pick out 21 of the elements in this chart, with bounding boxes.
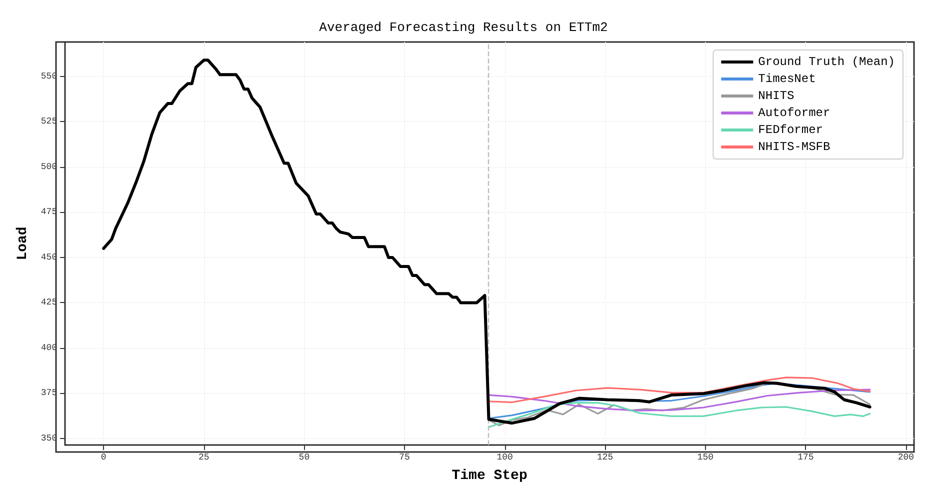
x-tick-label: 125	[596, 452, 614, 462]
chart-title: Averaged Forecasting Results on ETTm2	[319, 20, 608, 35]
line-series	[488, 388, 871, 412]
legend-label: Autoformer	[758, 106, 830, 120]
y-axis-title: Load	[15, 226, 31, 260]
x-axis-title: Time Step	[452, 468, 528, 484]
line-series	[488, 402, 871, 428]
x-tick-label: 175	[798, 452, 814, 462]
x-tick-label: 75	[399, 452, 410, 462]
x-tick-label: 0	[100, 452, 106, 462]
line-series	[488, 376, 871, 404]
legend-label: TimesNet	[758, 72, 816, 86]
x-tick-label: 25	[198, 452, 210, 462]
legend-label: NHITS	[758, 89, 794, 103]
x-tick-label: 150	[697, 452, 714, 462]
x-tick-label: 100	[496, 452, 513, 462]
x-tick-label: 200	[898, 452, 914, 462]
x-tick-label: 50	[298, 452, 310, 462]
legend-label: FEDformer	[758, 123, 823, 137]
legend-label: Ground Truth (Mean)	[758, 55, 896, 69]
legend-label: NHITS-MSFB	[758, 140, 830, 154]
